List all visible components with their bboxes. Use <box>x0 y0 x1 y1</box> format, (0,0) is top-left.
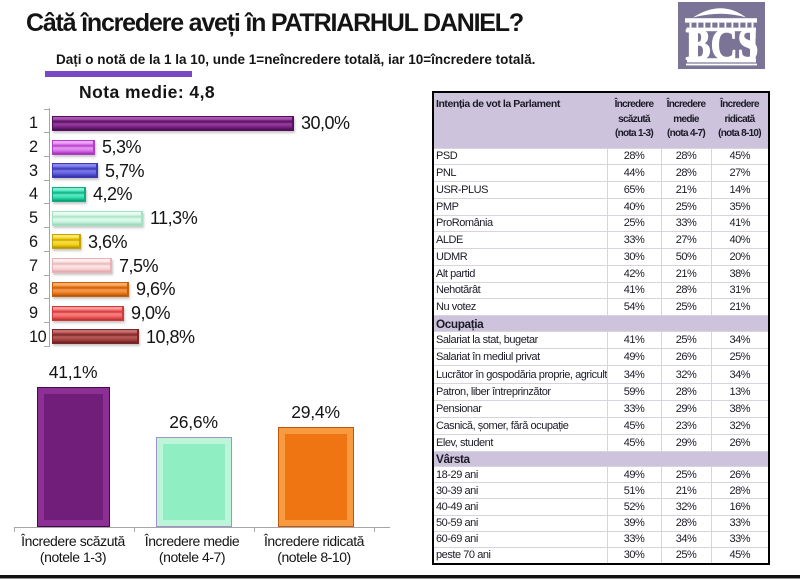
svg-text:BCS: BCS <box>686 20 759 68</box>
